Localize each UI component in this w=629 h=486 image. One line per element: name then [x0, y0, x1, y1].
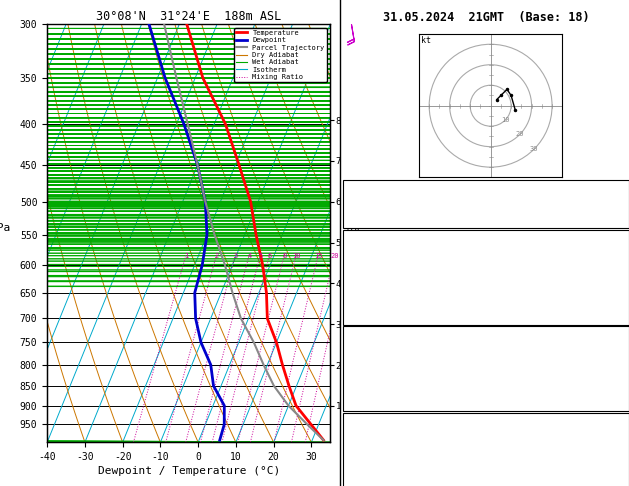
Text: Temp (°C): Temp (°C)	[348, 245, 402, 255]
Text: 37: 37	[612, 199, 624, 209]
Y-axis label: km
ASL: km ASL	[347, 214, 363, 233]
Text: 31.05.2024  21GMT  (Base: 18): 31.05.2024 21GMT (Base: 18)	[382, 11, 589, 23]
Text: CAPE (J): CAPE (J)	[348, 299, 396, 310]
Text: 14: 14	[612, 183, 624, 193]
Text: 6: 6	[618, 286, 624, 296]
Text: EH: EH	[348, 430, 360, 440]
Text: 20: 20	[515, 131, 523, 138]
Text: 0: 0	[618, 399, 624, 409]
Text: 994: 994	[606, 342, 624, 352]
Text: 30: 30	[530, 146, 538, 152]
Text: 4: 4	[248, 253, 252, 259]
Text: Lifted Index: Lifted Index	[348, 371, 420, 381]
Text: 324°: 324°	[600, 460, 624, 470]
Text: Dewp (°C): Dewp (°C)	[348, 259, 402, 269]
Text: 15: 15	[314, 253, 323, 259]
Text: Lifted Index: Lifted Index	[348, 286, 420, 296]
Text: -50: -50	[606, 445, 624, 455]
Text: © weatheronline.co.uk: © weatheronline.co.uk	[430, 474, 542, 484]
X-axis label: Dewpoint / Temperature (°C): Dewpoint / Temperature (°C)	[97, 466, 280, 476]
Text: PW (cm): PW (cm)	[348, 215, 390, 226]
Text: 10: 10	[501, 117, 509, 123]
Title: 30°08'N  31°24'E  188m ASL: 30°08'N 31°24'E 188m ASL	[96, 10, 281, 23]
Text: 0: 0	[618, 299, 624, 310]
Text: 10: 10	[292, 253, 301, 259]
Text: Surface: Surface	[465, 232, 507, 242]
Text: 33: 33	[612, 245, 624, 255]
Text: -72: -72	[606, 430, 624, 440]
Text: 5: 5	[259, 253, 263, 259]
Text: CAPE (J): CAPE (J)	[348, 385, 396, 395]
Text: K: K	[348, 183, 354, 193]
Text: 20: 20	[331, 253, 339, 259]
Legend: Temperature, Dewpoint, Parcel Trajectory, Dry Adiabat, Wet Adiabat, Isotherm, Mi: Temperature, Dewpoint, Parcel Trajectory…	[235, 28, 326, 82]
Text: Hodograph: Hodograph	[459, 415, 513, 425]
Y-axis label: hPa: hPa	[0, 223, 11, 233]
Text: 0: 0	[618, 313, 624, 323]
Text: 2: 2	[215, 253, 219, 259]
Text: 1: 1	[184, 253, 189, 259]
Text: Totals Totals: Totals Totals	[348, 199, 426, 209]
Text: StmSpd (kt): StmSpd (kt)	[348, 475, 414, 486]
Text: 3: 3	[234, 253, 238, 259]
Text: 6: 6	[618, 371, 624, 381]
Text: 8: 8	[282, 253, 287, 259]
Text: Pressure (mb): Pressure (mb)	[348, 342, 426, 352]
Text: 324: 324	[606, 272, 624, 282]
Text: CIN (J): CIN (J)	[348, 313, 390, 323]
Text: 6: 6	[268, 253, 272, 259]
Text: 324: 324	[606, 357, 624, 366]
Text: 0: 0	[618, 385, 624, 395]
Text: 25: 25	[343, 253, 352, 259]
Text: θε(K): θε(K)	[348, 272, 378, 282]
Text: kt: kt	[421, 36, 431, 45]
Text: Most Unstable: Most Unstable	[447, 328, 525, 338]
Text: 5.5: 5.5	[606, 259, 624, 269]
Text: θε (K): θε (K)	[348, 357, 384, 366]
Text: 13: 13	[612, 475, 624, 486]
Text: SREH: SREH	[348, 445, 372, 455]
Text: 1.98: 1.98	[600, 215, 624, 226]
Text: CIN (J): CIN (J)	[348, 399, 390, 409]
Text: StmDir: StmDir	[348, 460, 384, 470]
